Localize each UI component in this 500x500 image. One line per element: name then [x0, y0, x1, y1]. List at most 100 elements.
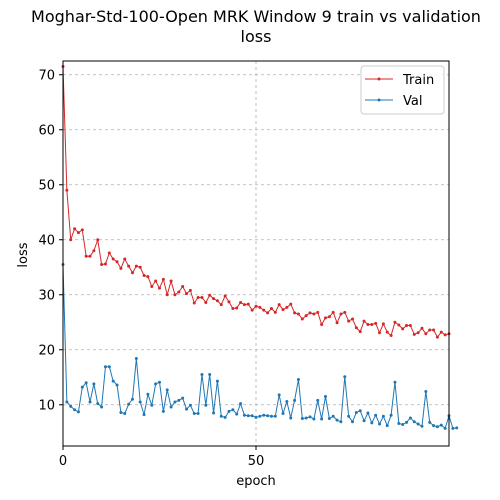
data-point-val — [69, 404, 73, 408]
data-point-val — [227, 409, 231, 413]
data-point-train — [103, 262, 107, 266]
data-point-train — [188, 288, 192, 292]
data-point-val — [432, 424, 436, 428]
data-point-val — [212, 411, 216, 415]
data-point-val — [208, 373, 212, 376]
data-point-val — [308, 415, 312, 419]
series-train — [61, 65, 451, 339]
data-point-train — [239, 300, 243, 304]
data-point-train — [231, 307, 235, 310]
data-point-val — [196, 412, 200, 416]
data-point-val — [277, 393, 281, 397]
data-point-val — [393, 380, 397, 384]
data-point-train — [304, 314, 308, 318]
series-layer — [61, 65, 459, 430]
data-point-train — [204, 300, 208, 304]
data-point-val — [169, 405, 173, 409]
data-point-train — [370, 322, 374, 326]
data-point-val — [103, 365, 107, 369]
data-point-val — [331, 414, 335, 418]
data-point-train — [439, 330, 443, 334]
data-point-val — [416, 422, 420, 426]
chart-title-line-2: loss — [241, 27, 272, 46]
data-point-val — [351, 420, 354, 424]
data-point-val — [347, 414, 351, 418]
data-point-val — [204, 403, 208, 407]
data-point-val — [258, 414, 262, 418]
data-point-train — [443, 333, 447, 337]
data-point-train — [281, 308, 285, 312]
data-point-train — [331, 310, 335, 314]
data-point-train — [277, 303, 281, 307]
data-point-val — [358, 409, 362, 413]
data-point-val — [439, 423, 443, 427]
data-point-train — [416, 331, 420, 335]
y-tick-label: 40 — [38, 233, 55, 248]
data-point-val — [177, 398, 181, 402]
data-point-train — [435, 335, 439, 339]
data-point-train — [130, 271, 134, 275]
data-point-val — [215, 379, 219, 383]
x-axis-label: epoch — [236, 474, 276, 489]
data-point-train — [138, 265, 142, 269]
data-point-train — [181, 285, 185, 288]
data-point-train — [428, 328, 432, 332]
data-point-val — [435, 425, 439, 429]
data-point-val — [154, 382, 158, 386]
data-point-val — [96, 402, 100, 406]
data-point-train — [208, 293, 212, 297]
data-point-train — [192, 301, 196, 305]
data-point-train — [196, 296, 200, 299]
data-point-val — [385, 424, 389, 428]
data-point-val — [119, 410, 123, 414]
data-point-val — [420, 424, 424, 428]
data-point-train — [339, 312, 343, 316]
y-tick-label: 30 — [38, 288, 55, 303]
data-point-train — [115, 260, 119, 264]
data-point-train — [366, 322, 370, 326]
data-point-val — [200, 373, 204, 376]
data-point-val — [80, 385, 84, 389]
data-point-val — [65, 400, 69, 404]
data-point-val — [192, 412, 196, 416]
data-point-val — [323, 395, 327, 398]
data-point-val — [397, 421, 401, 425]
data-point-train — [158, 286, 161, 290]
data-point-val — [424, 390, 428, 394]
data-point-val — [339, 420, 343, 424]
data-point-val — [370, 421, 374, 425]
data-point-val — [300, 417, 304, 420]
data-point-train — [154, 279, 158, 283]
data-point-train — [266, 311, 270, 315]
data-point-val — [165, 388, 169, 392]
data-point-val — [428, 420, 432, 424]
y-tick-label: 50 — [38, 178, 55, 193]
data-point-val — [100, 405, 104, 409]
data-point-val — [173, 400, 177, 404]
y-tick-label: 10 — [38, 398, 55, 413]
legend-label-val: Val — [403, 94, 422, 109]
data-point-train — [134, 264, 138, 268]
data-point-val — [455, 426, 459, 430]
data-point-train — [107, 251, 111, 255]
data-point-train — [347, 319, 351, 323]
data-point-train — [308, 311, 312, 315]
data-point-train — [96, 238, 100, 242]
data-point-val — [235, 412, 239, 416]
data-point-val — [231, 408, 235, 412]
data-point-train — [374, 321, 378, 325]
data-point-val — [327, 417, 331, 420]
data-point-train — [316, 310, 320, 314]
data-point-val — [293, 398, 297, 402]
data-point-val — [146, 392, 150, 396]
data-point-val — [185, 407, 189, 411]
data-point-train — [173, 293, 177, 297]
y-tick-label: 70 — [38, 68, 55, 83]
data-point-val — [405, 420, 409, 424]
data-point-train — [401, 327, 405, 331]
data-point-train — [223, 294, 227, 298]
data-point-val — [150, 403, 154, 407]
data-point-train — [150, 285, 154, 288]
legend-entry-train: Train — [365, 73, 434, 88]
data-point-train — [285, 305, 289, 309]
